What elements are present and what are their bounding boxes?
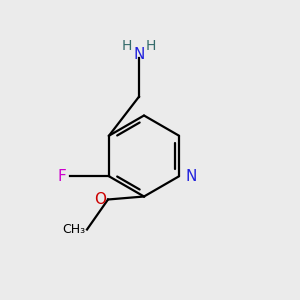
Text: H: H (122, 39, 132, 53)
Text: F: F (58, 169, 66, 184)
Text: N: N (133, 47, 145, 62)
Text: O: O (94, 192, 106, 207)
Text: H: H (146, 39, 156, 53)
Text: CH₃: CH₃ (62, 223, 86, 236)
Text: N: N (186, 169, 197, 184)
